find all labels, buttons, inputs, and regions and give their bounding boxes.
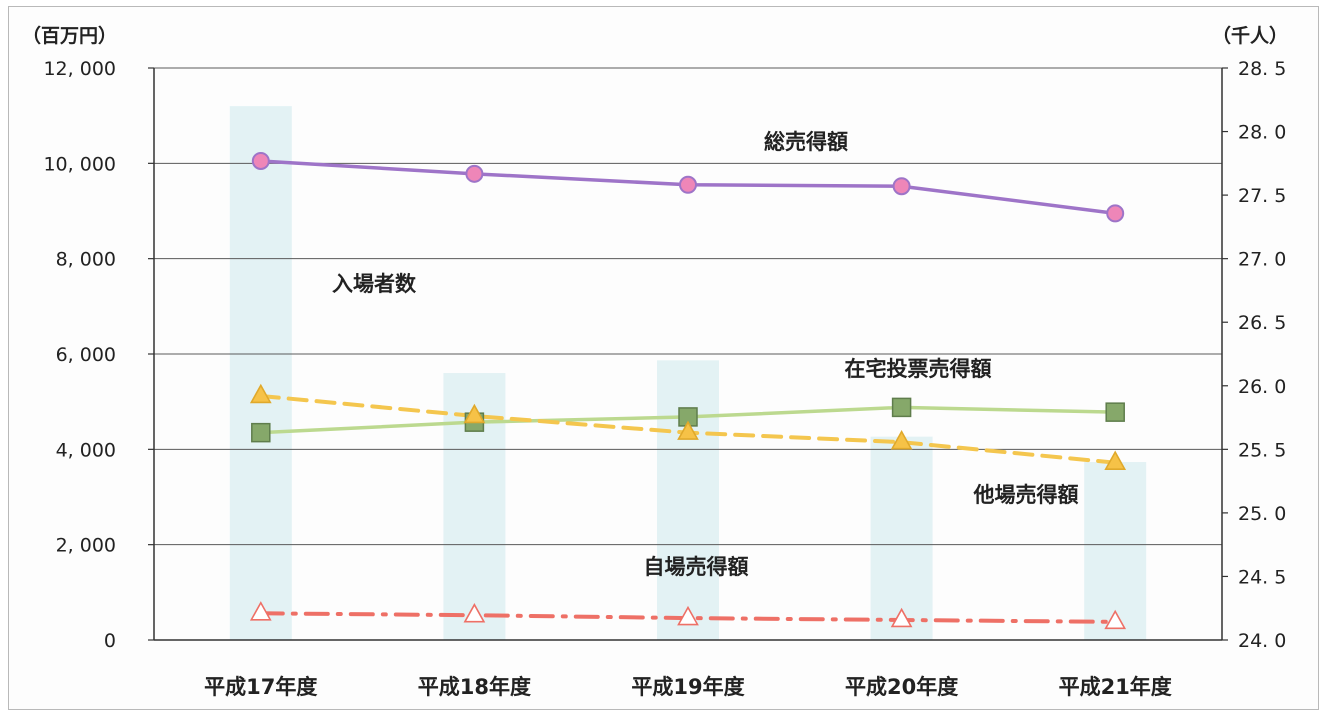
series-1-point-4 [892,177,911,196]
text-layer: 0 2, 000 4, 000 6, 000 8, 000 10, 000 12, 000 2… [22,24,1288,699]
left-axis-unit: （百万円） [22,24,117,47]
grid-layer [154,67,1222,546]
series-4-point-4 [890,607,913,628]
series-1-point-2 [465,164,484,183]
series-3-point-3 [677,420,699,440]
series-3-point-2 [463,403,486,424]
left-tick-label-2: 4, 000 [56,439,116,461]
series-4-point-1 [249,601,272,621]
series-3-point-5 [1104,450,1127,470]
right-tick-label-7: 27. 5 [1238,185,1286,207]
bar-attendance-4 [870,436,933,640]
annotation-1: 総売得額 [764,130,848,154]
series-4-point-3 [677,605,699,626]
bar-attendance-3 [657,360,719,640]
x-tick-label-1: 平成17年度 [204,675,317,699]
right-tick-label-9: 28. 5 [1238,58,1286,80]
right-tick-label-3: 25. 5 [1238,439,1286,461]
annotation-3: 在宅投票売得額 [845,357,992,381]
series-1-point-3 [679,175,697,194]
series-3-point-1 [249,383,272,404]
series-2-point-1 [251,422,271,443]
series-1-point-1 [251,151,270,170]
series-3-point-4 [890,430,913,450]
series-2-point-5 [1105,402,1125,422]
x-tick-label-4: 平成20年度 [845,675,958,699]
x-tick-label-5: 平成21年度 [1059,675,1172,699]
bars-layer [229,106,1147,641]
right-axis-unit: （千人） [1212,24,1288,47]
bar-attendance-1 [229,106,292,641]
left-tick-label-1: 2, 000 [56,535,116,557]
right-tick-label-0: 24. 0 [1238,630,1286,652]
left-tick-label-4: 8, 000 [56,249,116,271]
right-tick-label-1: 24. 5 [1238,566,1286,588]
left-tick-label-6: 12, 000 [43,58,116,80]
x-tick-label-2: 平成18年度 [418,675,531,699]
annotation-5: 自場売得額 [644,555,749,579]
series-1-point-5 [1106,204,1125,223]
right-tick-label-5: 26. 5 [1238,312,1286,334]
right-tick-label-6: 27. 0 [1238,249,1286,271]
series-4-point-2 [463,603,486,623]
annotation-2: 入場者数 [332,272,417,296]
series-2-point-4 [891,397,912,418]
series-4-point-5 [1104,609,1127,630]
x-tick-label-3: 平成19年度 [631,675,744,699]
left-tick-label-3: 6, 000 [56,344,116,366]
right-tick-label-8: 28. 0 [1238,122,1286,144]
markers-layer [249,151,1127,630]
right-tick-label-2: 25. 0 [1238,503,1286,525]
annotation-4: 他場売得額 [973,483,1079,507]
left-tick-label-5: 10, 000 [43,153,116,175]
left-tick-label-0: 0 [104,630,116,652]
axes-layer [148,67,1228,641]
right-tick-label-4: 26. 0 [1238,376,1286,398]
